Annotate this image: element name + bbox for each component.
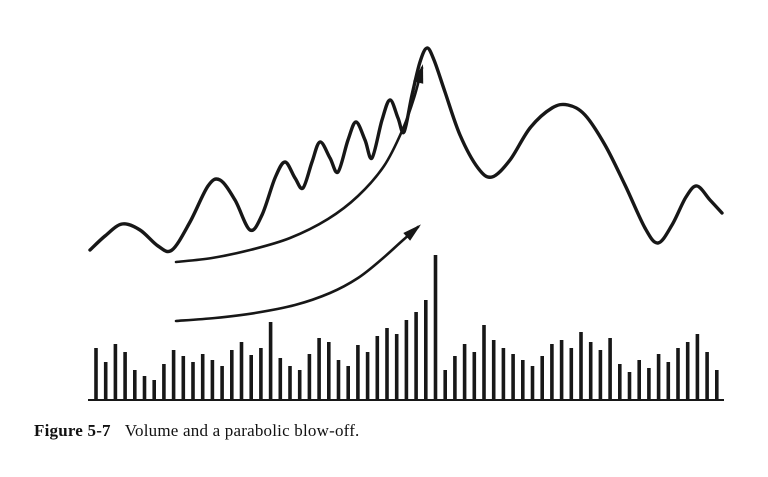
parabolic-volume-arrow-head-icon: [403, 224, 421, 241]
parabolic-price-arrow: [174, 66, 424, 264]
parabolic-volume-arrow: [174, 225, 420, 323]
figure-caption-text: Volume and a parabolic blow-off.: [124, 421, 360, 440]
figure-caption-label: Figure 5-7: [34, 421, 111, 440]
price-line: [88, 46, 724, 254]
figure-caption: Figure 5-7 Volume and a parabolic blow-of…: [34, 421, 360, 441]
